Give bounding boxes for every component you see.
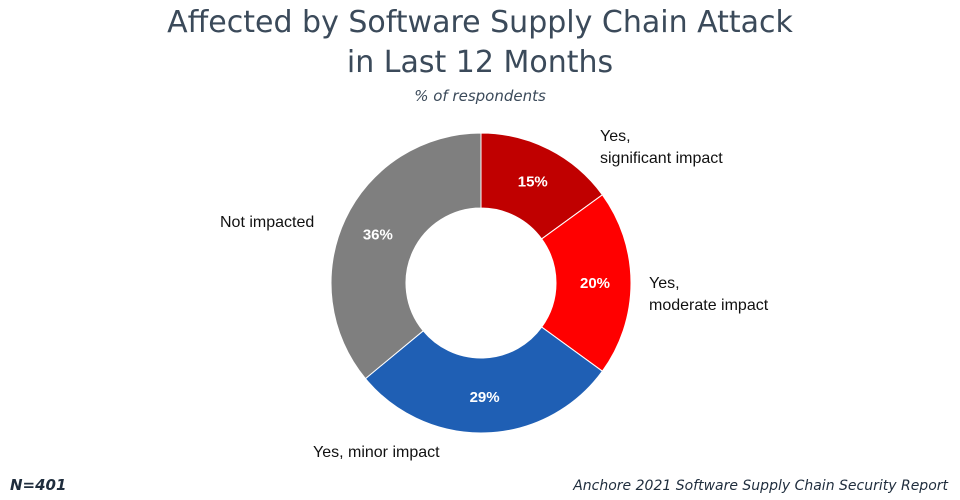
chart-subtitle: % of respondents <box>414 87 546 105</box>
donut-slice-3 <box>330 132 482 380</box>
slice-category-label-2: Yes, minor impact <box>313 444 440 461</box>
source-citation: Anchore 2021 Software Supply Chain Secur… <box>573 478 948 494</box>
slice-percent-label-0: 15% <box>518 173 548 190</box>
slice-percent-label-1: 20% <box>580 275 610 292</box>
slice-percent-label-2: 29% <box>470 389 500 406</box>
slice-percent-label-3: 36% <box>363 226 393 243</box>
sample-size-label: N=401 <box>10 476 67 494</box>
donut-slice-2 <box>364 326 604 434</box>
chart-title-line-1: Affected by Software Supply Chain Attack <box>167 5 793 40</box>
slice-category-label-3: Not impacted <box>220 214 314 231</box>
slice-category-label-0: Yes, significant impact <box>600 128 723 167</box>
donut-slice-1 <box>540 194 632 372</box>
chart-title-line-2: in Last 12 Months <box>346 45 614 80</box>
slice-category-label-1: Yes, moderate impact <box>649 275 769 314</box>
